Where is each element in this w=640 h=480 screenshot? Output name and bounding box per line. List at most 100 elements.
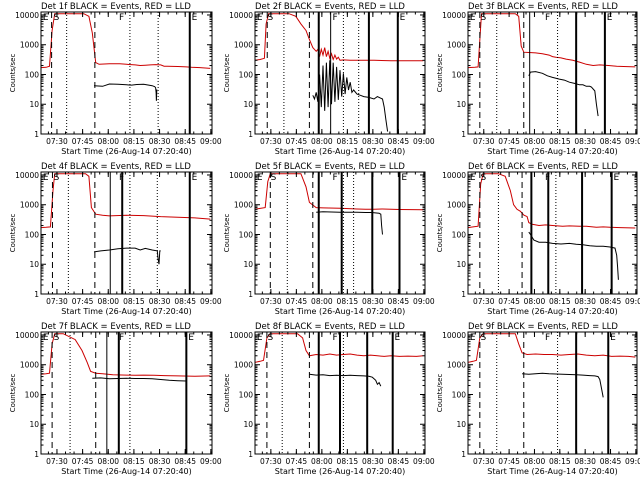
x-tick-label: 07:45 [286,457,308,466]
flag-label-s: S [268,333,274,343]
x-tick-label: 09:00 [413,137,435,146]
panel-title: Det 7f BLACK = Events, RED = LLD [41,322,191,332]
x-tick-label: 08:15 [337,297,359,306]
flag-label-f: F [119,13,124,23]
y-axis-label: Counts/sec [436,214,444,253]
panel-title: Det 5f BLACK = Events, RED = LLD [255,162,405,172]
x-tick-label: 08:45 [388,457,410,466]
flag-label-f: F [119,333,124,343]
y-tick-label: 10 [456,100,466,109]
x-tick-label: 07:45 [498,137,520,146]
x-tick-label: 07:30 [473,137,495,146]
flag-label-f: F [545,13,550,23]
y-axis-label: Counts/sec [436,374,444,413]
series-group [41,13,211,101]
flag-label-e: E [607,13,613,23]
plot-frame [467,331,638,455]
x-tick-label: 09:00 [625,457,640,466]
x-tick-label: 08:45 [174,137,196,146]
x-tick-label: 08:45 [388,297,410,306]
flag-label-e: E [395,333,401,343]
flag-label-f: F [333,13,338,23]
flag-label-e: E [257,13,263,23]
x-tick-label: 07:30 [473,457,495,466]
y-tick-label: 1 [248,450,253,459]
y-tick-label: 1 [34,130,39,139]
x-tick-label: 07:45 [286,297,308,306]
flag-label-f: F [545,173,550,183]
flag-label-e: E [43,333,49,343]
x-tick-label: 08:30 [149,297,171,306]
plot-frame [254,331,426,455]
x-tick-label: 08:30 [149,457,171,466]
y-tick-label: 10 [29,260,39,269]
flag-label-f: F [119,173,124,183]
y-tick-label: 1000 [20,41,39,50]
y-tick-label: 10000 [229,11,253,20]
series-group [255,173,424,235]
y-tick-label: 10 [456,260,466,269]
lld-series-line [41,333,211,377]
y-tick-label: 100 [239,230,254,239]
x-tick-label: 08:45 [600,297,622,306]
flag-label-s: S [54,173,60,183]
x-tick-label: 08:30 [362,297,384,306]
x-tick-label: 08:00 [524,137,546,146]
panel-title: Det 1f BLACK = Events, RED = LLD [41,2,191,12]
plot-frame [467,171,638,295]
y-tick-label: 1000 [234,201,253,210]
plot-frame [40,331,213,455]
x-tick-label: 08:15 [123,137,145,146]
y-tick-label: 100 [452,70,467,79]
y-axis-label: Counts/sec [9,54,17,93]
flag-label-s: S [480,13,486,23]
events-series-line [309,373,382,387]
x-tick-label: 08:15 [123,297,145,306]
flag-label-e: E [400,13,406,23]
lld-series-line [255,173,424,211]
plot-frame [467,11,638,135]
x-tick-label: 07:30 [260,457,282,466]
y-tick-label: 1000 [234,361,253,370]
x-tick-label: 08:00 [311,457,333,466]
flag-label-s: S [480,173,486,183]
x-tick-label: 08:00 [524,457,546,466]
x-axis-label: Start Time (26-Aug-14 07:20:40) [275,467,406,476]
y-tick-label: 100 [452,390,467,399]
series-group [255,13,424,132]
y-tick-label: 10 [456,420,466,429]
flag-label-f: F [333,173,338,183]
x-tick-label: 09:00 [625,137,640,146]
y-tick-label: 1000 [20,361,39,370]
flag-label-e: E [43,13,49,23]
panel-title: Det 8f BLACK = Events, RED = LLD [255,322,405,332]
y-tick-label: 100 [452,230,467,239]
flag-label-e: E [192,173,198,183]
lld-series-line [468,13,636,69]
y-tick-label: 1 [461,290,466,299]
lld-series-line [255,333,424,363]
x-tick-label: 07:30 [46,297,68,306]
x-tick-label: 08:30 [574,137,596,146]
x-tick-label: 07:45 [498,297,520,306]
lld-series-line [41,173,211,229]
x-tick-label: 08:00 [311,137,333,146]
events-series-line [528,231,619,280]
y-tick-label: 100 [239,390,254,399]
y-tick-label: 10000 [15,331,39,340]
x-tick-label: 08:30 [574,297,596,306]
events-series-line [528,71,599,117]
x-tick-label: 08:00 [97,137,119,146]
y-tick-label: 1000 [447,41,466,50]
panel-title: Det 6f BLACK = Events, RED = LLD [468,162,618,172]
x-tick-label: 08:45 [388,137,410,146]
x-tick-label: 07:30 [473,297,495,306]
y-tick-label: 10000 [229,331,253,340]
x-tick-label: 08:00 [524,297,546,306]
y-tick-label: 10 [243,260,253,269]
flag-label-e: E [192,13,198,23]
